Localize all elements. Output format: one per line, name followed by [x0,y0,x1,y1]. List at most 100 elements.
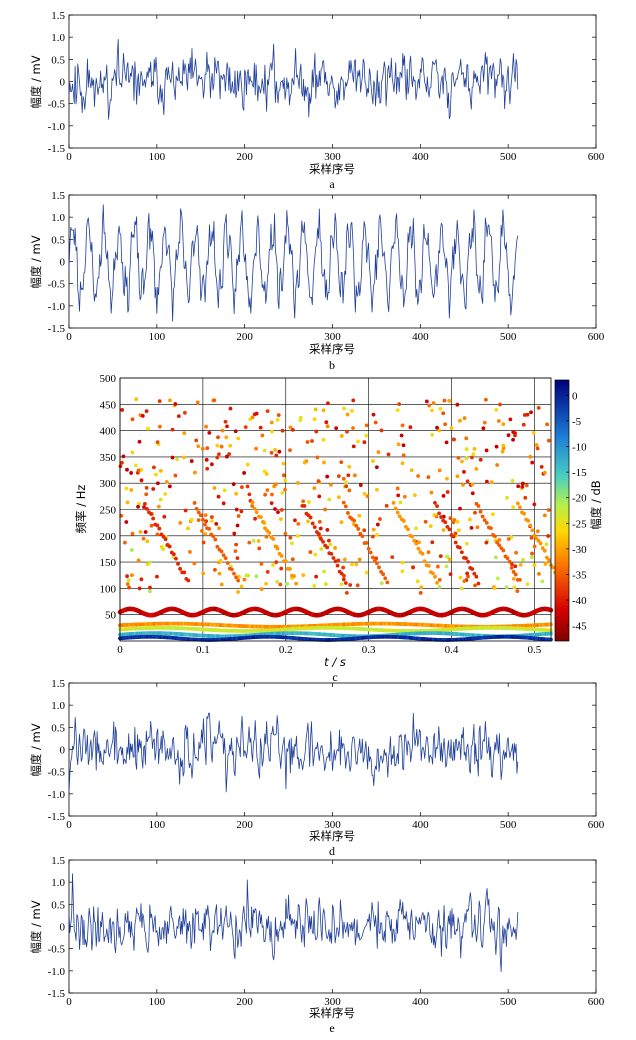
scatter-point [437,468,442,473]
scatter-point [219,444,224,449]
scatter-point [145,539,150,544]
x-tick-label: 400 [412,996,429,1008]
scatter-point [217,452,221,457]
scatter-point [173,473,178,478]
scatter-point [495,463,500,467]
scatter-point [447,398,452,403]
scatter-point [370,555,375,560]
scatter-point [339,460,344,464]
y-tick-label: 1.5 [51,10,65,22]
scatter-point [543,561,548,566]
scatter-point [296,522,301,526]
scatter-point [485,479,489,484]
scatter-point [339,434,344,438]
scatter-point [247,492,252,497]
scatter-point [515,501,520,506]
scatter-point [215,443,220,448]
panel-c-scatter-points [117,397,564,642]
y-tick-label: 350 [100,452,117,464]
scatter-point [139,478,144,483]
scatter-point [509,565,514,570]
scatter-point [401,443,406,448]
scatter-point [203,532,208,536]
scatter-point [231,482,236,487]
scatter-point [308,550,313,554]
scatter-point [442,398,447,403]
scatter-point [357,513,362,518]
scatter-point [448,516,453,521]
scatter-point [242,577,247,582]
scatter-point [288,535,293,540]
scatter-point [264,581,268,586]
scatter-point [149,523,154,528]
scatter-point [501,548,506,553]
scatter-point [254,446,258,451]
scatter-point [213,567,217,572]
colorbar-tick-label: -10 [572,442,587,454]
scatter-point [234,507,239,512]
scatter-point [498,402,502,407]
scatter-point [456,528,461,533]
scatter-point [457,545,462,550]
scatter-point [443,422,448,427]
scatter-point [251,538,256,543]
scatter-point [321,539,325,544]
panel-e-y-ticks: 1.5 1.0 0.5 0 -0.5 -1.0 -1.5 [48,855,596,1000]
scatter-point [521,422,526,427]
scatter-point [158,497,163,502]
scatter-point [489,480,494,485]
panel-c-plot-area [119,377,552,642]
scatter-point [221,553,226,557]
scatter-point [532,544,537,549]
scatter-point [125,500,130,505]
scatter-point [510,478,515,483]
scatter-point [265,488,270,493]
scatter-point [511,437,515,442]
scatter-point [435,580,439,585]
scatter-point [275,418,280,422]
scatter-point [371,527,376,532]
scatter-point [484,520,489,525]
y-tick-label: 450 [100,399,117,411]
scatter-point [444,564,449,569]
scatter-point [420,551,425,556]
scatter-point [302,460,307,465]
scatter-point [383,576,388,581]
y-tick-label: -1.0 [48,789,66,801]
scatter-point [125,467,129,472]
scatter-point [464,436,469,441]
scatter-point [295,481,300,485]
scatter-point [214,521,219,526]
scatter-point [473,583,477,588]
scatter-point [252,506,257,511]
scatter-point [269,450,274,455]
scatter-point [342,406,346,411]
scatter-point [511,505,516,510]
x-tick-label: 300 [324,151,341,163]
scatter-point [134,397,139,402]
scatter-point [159,544,164,549]
scatter-point [472,447,477,451]
scatter-point [281,473,286,478]
scatter-point [137,439,142,444]
scatter-point [281,461,286,466]
scatter-point [514,550,518,555]
x-tick-label: 0.1 [196,644,210,656]
scatter-point [518,577,522,582]
scatter-point [307,500,311,504]
scatter-point [455,520,460,524]
scatter-point [470,567,475,571]
scatter-point [236,514,241,518]
scatter-point [130,417,135,422]
scatter-point [178,566,182,571]
scatter-point [312,417,317,422]
scatter-point [319,547,324,551]
scatter-point [167,544,172,549]
scatter-point [546,438,551,443]
x-tick-label: 300 [324,331,341,343]
scatter-point [120,460,124,465]
y-tick-label: 0.5 [51,722,65,734]
scatter-point [408,425,413,430]
scatter-point [204,424,208,429]
scatter-point [346,511,350,515]
